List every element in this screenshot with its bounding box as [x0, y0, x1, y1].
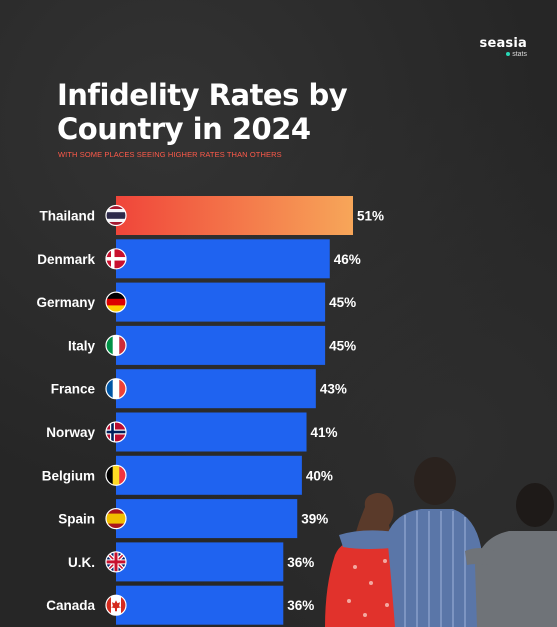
bar-germany — [116, 282, 326, 322]
thailand-flag-icon — [105, 204, 127, 227]
spain-flag-icon — [105, 507, 127, 530]
category-label: Germany — [36, 295, 95, 310]
germany-flag-icon — [105, 291, 127, 313]
bar-spain — [116, 499, 298, 539]
value-label: 46% — [334, 252, 361, 267]
value-label: 39% — [301, 512, 328, 527]
value-label: 43% — [320, 382, 347, 397]
category-label: Denmark — [37, 252, 95, 267]
bar-denmark — [116, 239, 330, 279]
value-label: 41% — [311, 425, 338, 440]
chart-title-line-1: Infidelity Rates by — [57, 78, 348, 112]
brand-name: seasia — [479, 36, 527, 51]
value-label: 36% — [287, 598, 314, 613]
category-label: U.K. — [68, 555, 95, 570]
couple-photo-image — [325, 457, 557, 627]
bar-uk — [116, 542, 284, 582]
category-label: Norway — [46, 425, 95, 440]
category-label: Thailand — [39, 209, 95, 224]
bars-layer: Thailand 51% Denmark 46% Germany 45% Italy 45% F… — [36, 196, 384, 625]
chart-title: Infidelity Rates by Country in 2024 — [57, 78, 348, 146]
value-label: 40% — [306, 468, 333, 483]
bar-thailand — [116, 196, 353, 235]
category-label: France — [51, 382, 96, 397]
norway-flag-icon — [105, 421, 127, 443]
value-label: 45% — [329, 295, 356, 310]
uk-flag-icon — [105, 551, 127, 573]
brand-logo: seasia stats — [480, 36, 528, 58]
category-label: Canada — [46, 598, 95, 613]
value-label: 51% — [357, 209, 384, 224]
bar-france — [116, 369, 316, 409]
bar-norway — [116, 412, 307, 452]
chart-title-line-2: Country in 2024 — [57, 112, 311, 146]
brand-dot-icon — [506, 52, 511, 57]
value-label: 36% — [287, 555, 314, 570]
bar-belgium — [116, 455, 302, 495]
brand-sub-label: stats — [512, 51, 527, 58]
france-flag-icon — [105, 378, 127, 400]
italy-flag-icon — [105, 334, 127, 356]
chart-subtitle: WITH SOME PLACES SEEING HIGHER RATES THA… — [58, 150, 282, 159]
category-label: Spain — [58, 512, 95, 527]
category-label: Belgium — [42, 468, 95, 483]
bar-italy — [116, 325, 326, 365]
bar-canada — [116, 585, 284, 625]
brand-sub: stats — [480, 51, 527, 58]
belgium-flag-icon — [105, 464, 127, 486]
canada-flag-icon — [105, 594, 127, 616]
denmark-flag-icon — [105, 248, 127, 270]
value-label: 45% — [329, 338, 356, 353]
category-label: Italy — [68, 338, 96, 353]
